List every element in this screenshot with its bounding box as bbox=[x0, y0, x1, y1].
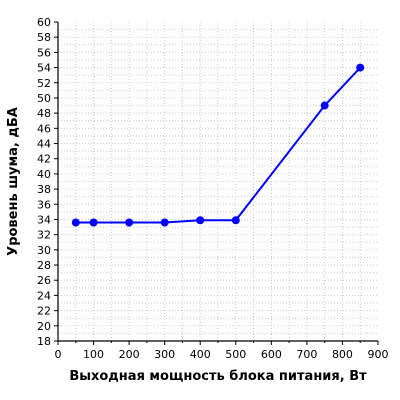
y-tick-label: 22 bbox=[37, 305, 51, 318]
y-tick-label: 54 bbox=[37, 62, 51, 75]
y-tick-label: 18 bbox=[37, 335, 51, 348]
data-point bbox=[356, 63, 365, 72]
data-series bbox=[71, 63, 365, 227]
x-tick-label: 500 bbox=[225, 348, 246, 361]
x-tick-label: 300 bbox=[154, 348, 175, 361]
y-tick-label: 34 bbox=[37, 213, 51, 226]
y-tick-label: 56 bbox=[37, 46, 51, 59]
data-point bbox=[125, 218, 134, 227]
x-tick-label: 100 bbox=[83, 348, 104, 361]
y-tick-label: 50 bbox=[37, 92, 51, 105]
x-tick-label: 0 bbox=[55, 348, 62, 361]
y-tick-label: 30 bbox=[37, 244, 51, 257]
x-axis-title: Выходная мощность блока питания, Вт bbox=[69, 369, 367, 384]
x-tick-label: 400 bbox=[190, 348, 211, 361]
data-point bbox=[160, 218, 169, 227]
x-tick-label: 600 bbox=[261, 348, 282, 361]
y-tick-label: 36 bbox=[37, 198, 51, 211]
y-axis-title: Уровень шума, дБА bbox=[6, 107, 21, 256]
y-tick-label: 42 bbox=[37, 153, 51, 166]
y-tick-label: 48 bbox=[37, 107, 51, 120]
y-tick-label: 32 bbox=[37, 229, 51, 242]
y-tick-label: 40 bbox=[37, 168, 51, 181]
axes bbox=[54, 21, 379, 345]
y-tick-label: 26 bbox=[37, 274, 51, 287]
y-tick-label: 58 bbox=[37, 31, 51, 44]
y-tick-label: 44 bbox=[37, 138, 51, 151]
y-tick-label: 24 bbox=[37, 289, 51, 302]
y-tick-label: 60 bbox=[37, 16, 51, 29]
grid-lines bbox=[58, 22, 378, 341]
data-point bbox=[196, 216, 205, 225]
data-point bbox=[71, 218, 80, 227]
y-tick-label: 38 bbox=[37, 183, 51, 196]
y-tick-label: 52 bbox=[37, 77, 51, 90]
y-tick-labels: 18 20 22 24 26 28 30 32 34 36 38 40 42 44 46 48 50 52 54 56… bbox=[37, 16, 51, 348]
x-tick-label: 800 bbox=[332, 348, 353, 361]
x-tick-label: 200 bbox=[119, 348, 140, 361]
y-tick-label: 20 bbox=[37, 320, 51, 333]
data-point bbox=[231, 216, 240, 225]
y-tick-label: 46 bbox=[37, 122, 51, 135]
x-tick-label: 700 bbox=[296, 348, 317, 361]
x-tick-labels: 0 100 200 300 400 500 600 700 800 900 bbox=[55, 348, 389, 361]
y-tick-label: 28 bbox=[37, 259, 51, 272]
x-tick-label: 900 bbox=[368, 348, 389, 361]
data-point bbox=[320, 101, 329, 110]
data-point bbox=[89, 218, 98, 227]
series-line bbox=[75, 66, 361, 224]
